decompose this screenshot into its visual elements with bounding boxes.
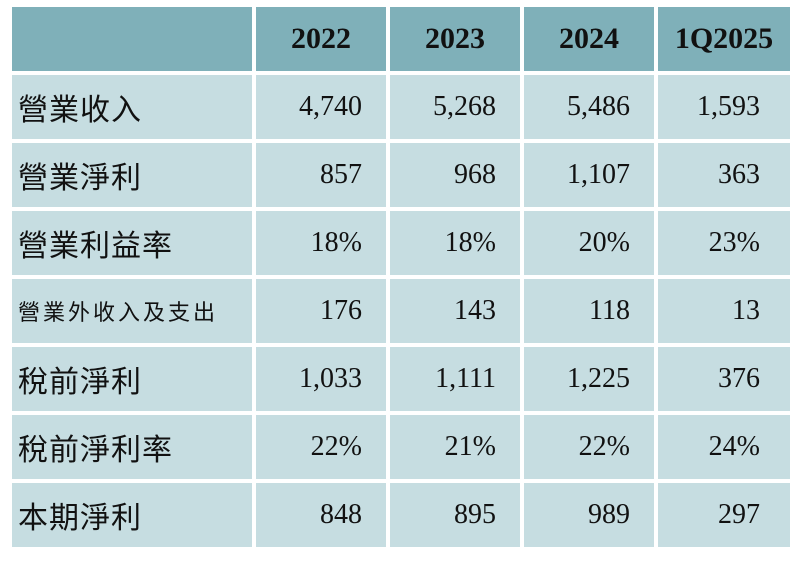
table-cell: 895	[390, 483, 520, 547]
table-cell: 143	[390, 279, 520, 343]
table-row: 營業利益率 18% 18% 20% 23%	[12, 211, 790, 275]
table-cell: 363	[658, 143, 790, 207]
table-cell: 376	[658, 347, 790, 411]
table-cell: 1,107	[524, 143, 654, 207]
table-cell: 5,486	[524, 75, 654, 139]
row-label: 本期淨利	[12, 483, 252, 547]
table-cell: 1,593	[658, 75, 790, 139]
table-cell: 22%	[256, 415, 386, 479]
header-cell-2024: 2024	[524, 7, 654, 71]
table-cell: 5,268	[390, 75, 520, 139]
table-cell: 1,111	[390, 347, 520, 411]
table-cell: 21%	[390, 415, 520, 479]
row-label: 營業利益率	[12, 211, 252, 275]
table-row: 營業淨利 857 968 1,107 363	[12, 143, 790, 207]
row-label: 稅前淨利	[12, 347, 252, 411]
table-cell: 4,740	[256, 75, 386, 139]
table-row: 營業外收入及支出 176 143 118 13	[12, 279, 790, 343]
table-cell: 18%	[256, 211, 386, 275]
header-cell-blank	[12, 7, 252, 71]
header-cell-2022: 2022	[256, 7, 386, 71]
row-label: 營業外收入及支出	[12, 279, 252, 343]
row-label: 稅前淨利率	[12, 415, 252, 479]
table-cell: 20%	[524, 211, 654, 275]
table-cell: 1,225	[524, 347, 654, 411]
table-cell: 18%	[390, 211, 520, 275]
table-row: 本期淨利 848 895 989 297	[12, 483, 790, 547]
table-row: 稅前淨利 1,033 1,111 1,225 376	[12, 347, 790, 411]
financial-table: 2022 2023 2024 1Q2025 營業收入 4,740 5,268 5…	[8, 3, 794, 551]
row-label: 營業收入	[12, 75, 252, 139]
header-cell-2023: 2023	[390, 7, 520, 71]
table-cell: 848	[256, 483, 386, 547]
table-cell: 22%	[524, 415, 654, 479]
table-row: 稅前淨利率 22% 21% 22% 24%	[12, 415, 790, 479]
table-cell: 118	[524, 279, 654, 343]
table-cell: 13	[658, 279, 790, 343]
table-cell: 968	[390, 143, 520, 207]
table-cell: 297	[658, 483, 790, 547]
table-cell: 857	[256, 143, 386, 207]
table-row: 營業收入 4,740 5,268 5,486 1,593	[12, 75, 790, 139]
table-cell: 989	[524, 483, 654, 547]
table-cell: 176	[256, 279, 386, 343]
table-cell: 23%	[658, 211, 790, 275]
row-label: 營業淨利	[12, 143, 252, 207]
header-row: 2022 2023 2024 1Q2025	[12, 7, 790, 71]
table-cell: 24%	[658, 415, 790, 479]
table-cell: 1,033	[256, 347, 386, 411]
header-cell-1q2025: 1Q2025	[658, 7, 790, 71]
